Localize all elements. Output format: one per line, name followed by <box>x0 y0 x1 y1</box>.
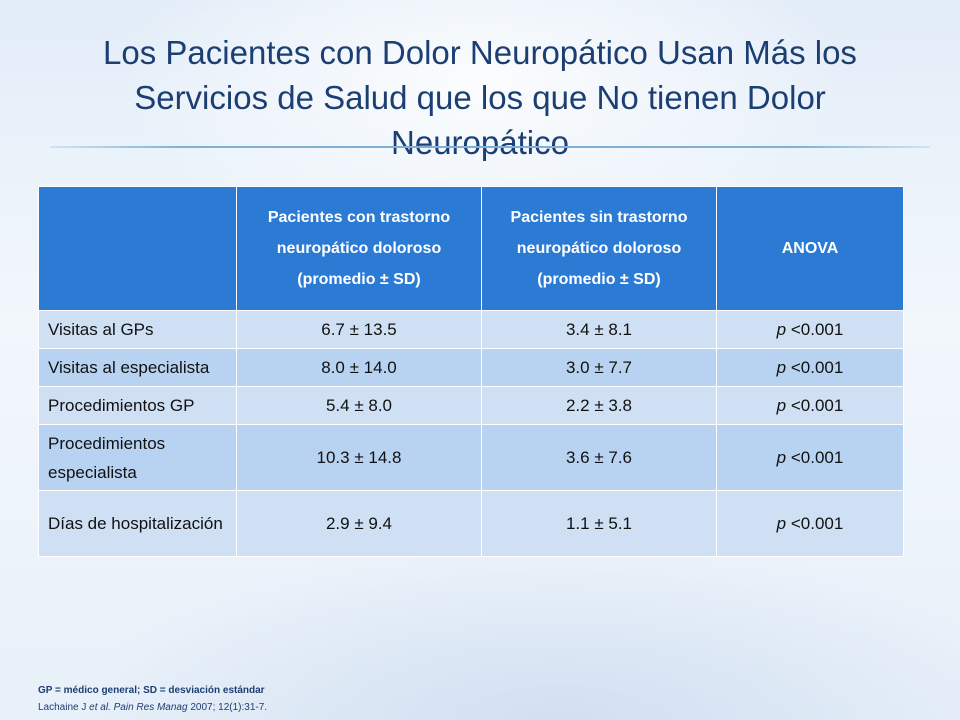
p-symbol: p <box>776 448 787 467</box>
reference-citation: Lachaine J et al. Pain Res Manag 2007; 1… <box>38 699 267 716</box>
table-row: Procedimientos especialista 10.3 ± 14.8 … <box>38 424 904 491</box>
table-row: Procedimientos GP 5.4 ± 8.0 2.2 ± 3.8 p … <box>38 386 904 425</box>
slide-title: Los Pacientes con Dolor Neuropático Usan… <box>103 34 857 161</box>
cell-without-pain: 3.6 ± 7.6 <box>481 424 717 491</box>
p-symbol: p <box>776 514 787 533</box>
row-label: Procedimientos GP <box>38 386 237 425</box>
p-value: <0.001 <box>786 514 844 533</box>
cell-with-pain: 2.9 ± 9.4 <box>236 490 482 557</box>
row-label: Visitas al especialista <box>38 348 237 387</box>
table-row: Visitas al especialista 8.0 ± 14.0 3.0 ±… <box>38 348 904 387</box>
reference-details: 2007; 12(1):31-7. <box>187 702 268 713</box>
table-header-anova: ANOVA <box>716 186 904 311</box>
header-with-pain-text: Pacientes con trastorno neuropático dolo… <box>267 209 451 288</box>
cell-without-pain: 3.4 ± 8.1 <box>481 310 717 349</box>
cell-without-pain: 1.1 ± 5.1 <box>481 490 717 557</box>
cell-without-pain: 3.0 ± 7.7 <box>481 348 717 387</box>
header-anova-text: ANOVA <box>781 240 839 257</box>
row-label: Días de hospitalización <box>38 490 237 557</box>
header-without-pain-text: Pacientes sin trastorno neuropático dolo… <box>510 209 688 288</box>
healthcare-use-table: Pacientes con trastorno neuropático dolo… <box>38 186 904 557</box>
cell-with-pain: 5.4 ± 8.0 <box>236 386 482 425</box>
p-value: <0.001 <box>786 395 844 415</box>
cell-anova: p <0.001 <box>716 310 904 349</box>
cell-with-pain: 8.0 ± 14.0 <box>236 348 482 387</box>
table-header-empty <box>38 186 237 311</box>
cell-anova: p <0.001 <box>716 386 904 425</box>
table-row: Visitas al GPs 6.7 ± 13.5 3.4 ± 8.1 p <0… <box>38 310 904 349</box>
reference-journal: Pain Res Manag <box>113 702 188 713</box>
p-value: <0.001 <box>786 357 844 377</box>
abbreviations-note: GP = médico general; SD = desviación est… <box>38 685 265 696</box>
row-label: Visitas al GPs <box>38 310 237 349</box>
p-symbol: p <box>776 357 787 377</box>
table-row: Días de hospitalización 2.9 ± 9.4 1.1 ± … <box>38 490 904 557</box>
row-label: Procedimientos especialista <box>38 424 237 491</box>
reference-etal: et al. <box>89 702 114 713</box>
reference-authors: Lachaine J <box>38 702 90 713</box>
p-symbol: p <box>776 395 787 415</box>
table-header-row: Pacientes con trastorno neuropático dolo… <box>38 186 904 311</box>
slide-footer: GP = médico general; SD = desviación est… <box>38 682 267 716</box>
p-value: <0.001 <box>786 319 844 339</box>
title-divider <box>50 146 930 148</box>
cell-with-pain: 10.3 ± 14.8 <box>236 424 482 491</box>
p-symbol: p <box>776 319 787 339</box>
cell-anova: p <0.001 <box>716 424 904 491</box>
cell-with-pain: 6.7 ± 13.5 <box>236 310 482 349</box>
p-value: <0.001 <box>786 448 844 467</box>
cell-anova: p <0.001 <box>716 348 904 387</box>
cell-without-pain: 2.2 ± 3.8 <box>481 386 717 425</box>
table-header-without-pain: Pacientes sin trastorno neuropático dolo… <box>481 186 717 311</box>
cell-anova: p <0.001 <box>716 490 904 557</box>
table-header-with-pain: Pacientes con trastorno neuropático dolo… <box>236 186 482 311</box>
